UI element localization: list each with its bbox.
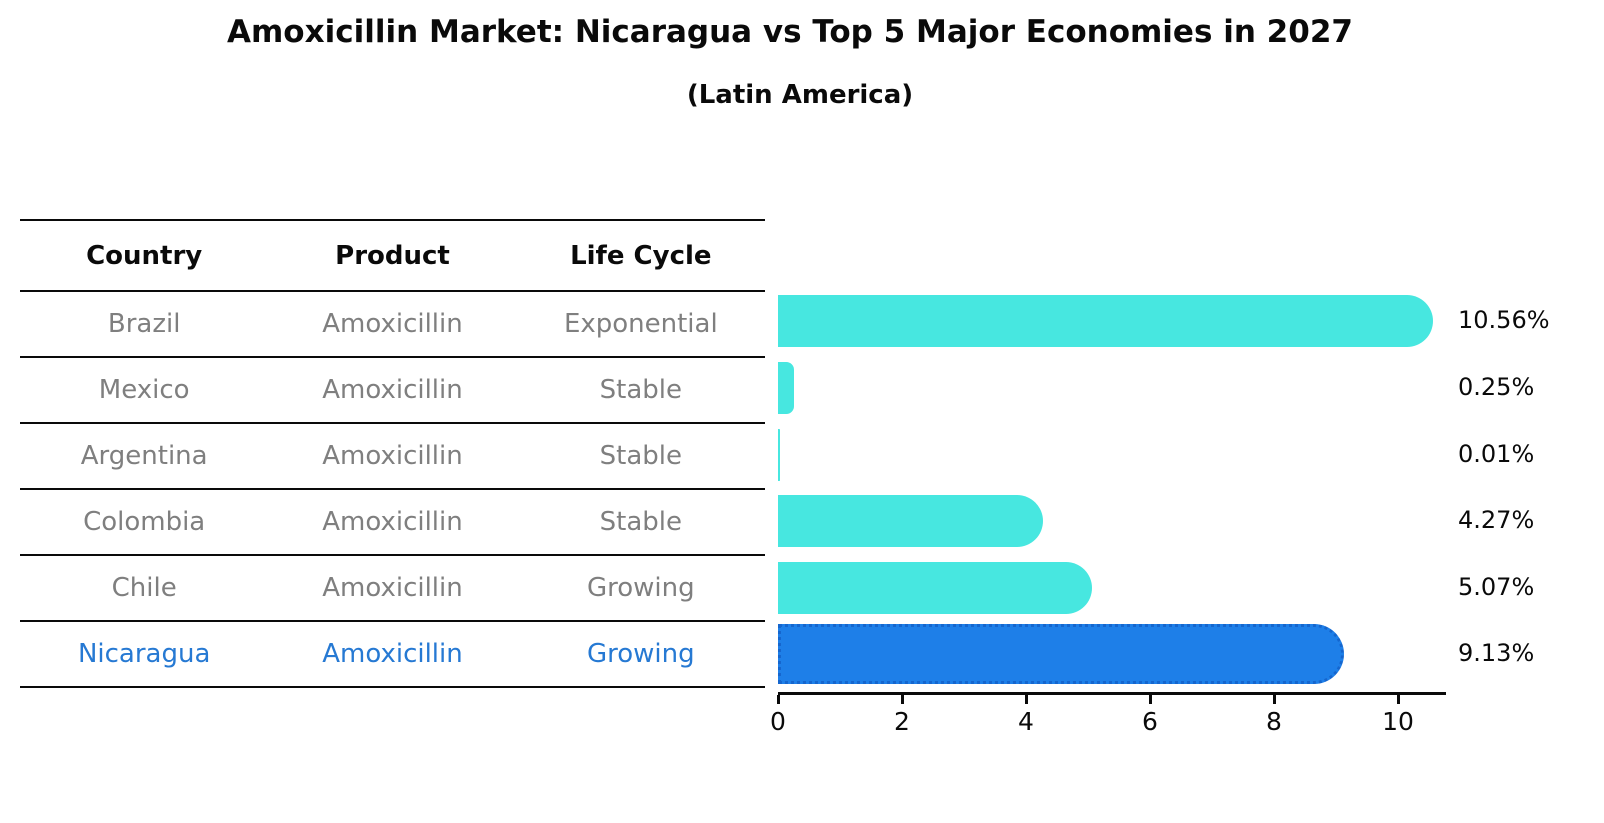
x-axis-tick-label: 2	[894, 707, 910, 736]
bar-value-label: 0.25%	[1458, 372, 1535, 401]
x-axis-tick-label: 8	[1266, 707, 1282, 736]
x-axis-tick	[776, 695, 780, 704]
table-cell-product: Amoxicillin	[322, 507, 463, 537]
bar	[778, 295, 1433, 348]
bar-value-label: 9.13%	[1458, 639, 1535, 668]
table-cell-life-cycle: Growing	[586, 639, 695, 669]
x-axis-tick-label: 4	[1018, 707, 1034, 736]
table-cell-country: Brazil	[107, 309, 181, 339]
bar-value-label: 4.27%	[1458, 506, 1535, 535]
bar-value-label: 5.07%	[1458, 572, 1535, 601]
x-axis-tick	[1024, 695, 1028, 704]
table-cell-product: Amoxicillin	[322, 573, 463, 603]
x-axis-tick-label: 6	[1142, 707, 1158, 736]
table-cell-country: Chile	[111, 573, 177, 603]
bar-value-label: 0.01%	[1458, 439, 1535, 468]
table-row: Mexico Amoxicillin Stable	[20, 358, 765, 424]
table-cell-product: Amoxicillin	[322, 639, 463, 669]
table-cell-life-cycle: Growing	[586, 573, 695, 603]
table-cell-country: Nicaragua	[77, 639, 211, 669]
table-header-cell: Life Cycle	[570, 240, 712, 271]
x-axis-tick	[1148, 695, 1152, 704]
table-cell-life-cycle: Stable	[599, 507, 682, 537]
data-table: Country Product Life Cycle Brazil Amoxicill…	[20, 219, 765, 688]
table-row: Nicaragua Amoxicillin Growing	[20, 622, 765, 688]
table-header-cell: Country	[86, 240, 203, 271]
bar	[778, 361, 794, 414]
chart-title: Amoxicillin Market: Nicaragua vs Top 5 M…	[227, 14, 1353, 50]
bar-value-label: 10.56%	[1458, 306, 1550, 335]
table-cell-product: Amoxicillin	[322, 441, 463, 471]
bar	[778, 495, 1043, 548]
x-axis-tick	[1272, 695, 1276, 704]
x-axis-tick	[900, 695, 904, 704]
x-axis-tick-label: 10	[1382, 707, 1414, 736]
table-header-row: Country Product Life Cycle	[20, 221, 765, 292]
bar	[778, 428, 780, 481]
table-header-cell: Product	[335, 240, 450, 271]
table-cell-product: Amoxicillin	[322, 309, 463, 339]
table-row: Colombia Amoxicillin Stable	[20, 490, 765, 556]
table-row: Argentina Amoxicillin Stable	[20, 424, 765, 490]
bar-highlight	[778, 624, 1345, 685]
x-axis-line	[778, 692, 1446, 695]
table-row: Chile Amoxicillin Growing	[20, 556, 765, 622]
table-cell-life-cycle: Stable	[599, 441, 682, 471]
chart-subtitle: (Latin America)	[686, 80, 914, 110]
table-cell-country: Mexico	[98, 375, 190, 405]
table-cell-life-cycle: Exponential	[563, 309, 718, 339]
x-axis-tick	[1396, 695, 1400, 704]
table-cell-country: Colombia	[83, 507, 206, 537]
table-row: Brazil Amoxicillin Exponential	[20, 292, 765, 358]
table-cell-product: Amoxicillin	[322, 375, 463, 405]
bar	[778, 561, 1093, 614]
table-cell-country: Argentina	[80, 441, 208, 471]
table-cell-life-cycle: Stable	[599, 375, 682, 405]
x-axis-tick-label: 0	[770, 707, 786, 736]
